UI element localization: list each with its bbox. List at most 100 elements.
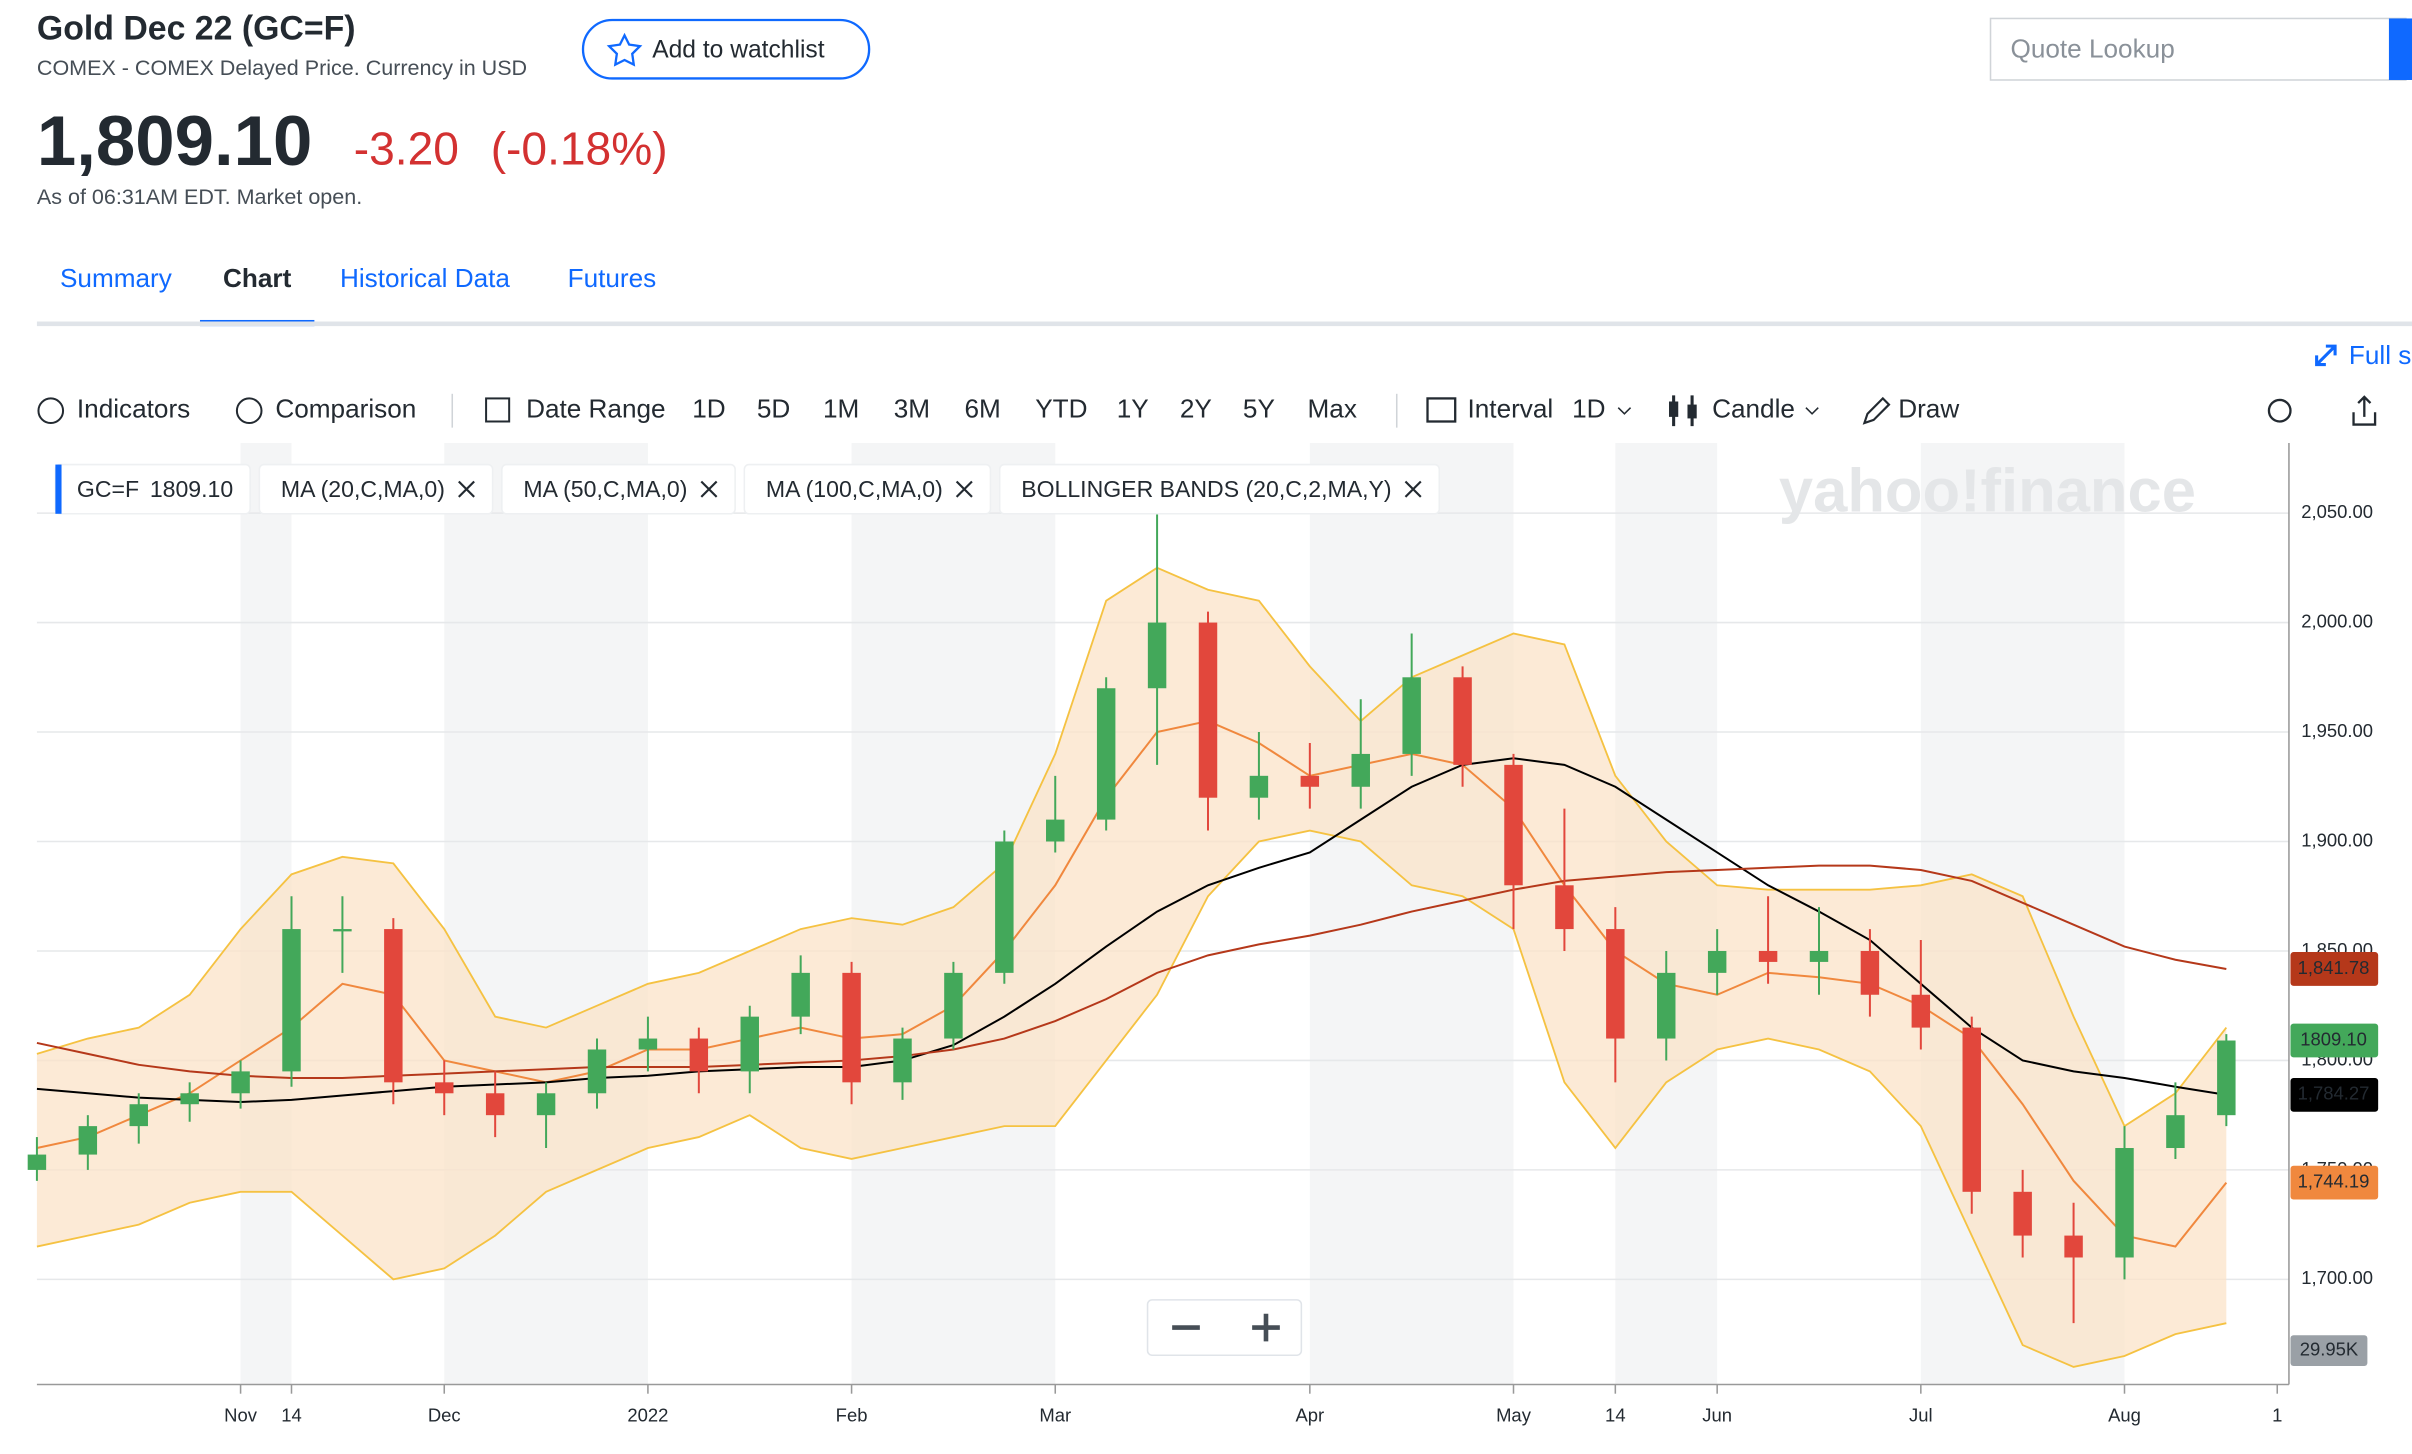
- candle-body: [333, 929, 352, 932]
- indicators-button[interactable]: Indicators: [77, 394, 190, 424]
- tab[interactable]: Chart: [223, 263, 292, 293]
- candle-body: [1249, 775, 1269, 798]
- candle-body: [1606, 929, 1625, 1039]
- range-button[interactable]: 1Y: [1117, 394, 1149, 424]
- search-box[interactable]: [1989, 17, 2407, 81]
- volume-flag-label: 29.95K: [2300, 1339, 2359, 1360]
- date-range-icon: [485, 397, 511, 423]
- tab[interactable]: Summary: [60, 263, 173, 293]
- interval-icon: [1426, 397, 1457, 423]
- interval-button[interactable]: 1D: [1572, 394, 1605, 424]
- tab[interactable]: Historical Data: [340, 263, 510, 293]
- indicator-chip[interactable]: MA (20,C,MA,0): [258, 463, 494, 515]
- price-flag-label: 1809.10: [2300, 1028, 2367, 1049]
- candle-body: [791, 972, 810, 1017]
- x-tick-label: Dec: [428, 1405, 461, 1426]
- range-button[interactable]: 5D: [757, 394, 790, 424]
- x-tick-label: May: [1496, 1405, 1532, 1426]
- candle-body: [2013, 1191, 2032, 1236]
- range-button[interactable]: YTD: [1035, 394, 1087, 424]
- zoom-in[interactable]: [1252, 1313, 1280, 1342]
- range-button[interactable]: 1D: [692, 394, 725, 424]
- bollinger-fill: [36, 567, 2227, 1367]
- indicator-chip[interactable]: MA (100,C,MA,0): [743, 463, 992, 515]
- candle-body: [1555, 885, 1574, 930]
- price-change: -3.20: [354, 122, 459, 174]
- moving-average-line: [36, 757, 2227, 1104]
- candle-body: [842, 972, 861, 1083]
- x-tick-label: Nov: [224, 1405, 258, 1426]
- value-flag-label: 1,744.19: [2298, 1171, 2370, 1192]
- x-tick-label: Feb: [836, 1405, 868, 1426]
- indicator-chip[interactable]: GC=F 1809.10: [54, 463, 251, 515]
- candle-body: [78, 1126, 98, 1155]
- chip-close[interactable]: [1404, 480, 1422, 498]
- candle-body: [1046, 819, 1065, 842]
- price-flag: [2290, 1023, 2379, 1058]
- zoom-controls[interactable]: [1146, 1299, 1303, 1357]
- draw-button[interactable]: Draw: [1898, 394, 1959, 424]
- range-button[interactable]: Max: [1308, 394, 1357, 424]
- x-tick-label: 1: [2272, 1405, 2282, 1426]
- date-range-button[interactable]: Date Range: [526, 394, 666, 424]
- candle-body: [2217, 1040, 2236, 1116]
- candle-body: [2115, 1148, 2134, 1258]
- candle-body: [1758, 950, 1778, 962]
- share-icon[interactable]: [2352, 395, 2377, 426]
- candle-body: [1147, 622, 1167, 689]
- full-screen-link[interactable]: Full s: [2349, 340, 2411, 370]
- range-button[interactable]: 1M: [823, 394, 859, 424]
- volume-flag: [2290, 1335, 2368, 1367]
- quote-title: Gold Dec 22 (GC=F): [37, 10, 356, 48]
- candle-body: [638, 1038, 658, 1050]
- chart: 1,700.001,750.001,800.001,850.001,900.00…: [27, 443, 2379, 1426]
- candle-body: [1402, 677, 1421, 754]
- chart-style-button[interactable]: Candle: [1712, 394, 1795, 424]
- chip-close[interactable]: [458, 480, 475, 498]
- chip-close[interactable]: [700, 480, 718, 498]
- candle-body: [180, 1093, 199, 1105]
- x-tick-label: Jul: [1909, 1405, 1933, 1426]
- candle-body: [689, 1038, 709, 1072]
- range-button[interactable]: 2Y: [1180, 394, 1212, 424]
- watchlist-label[interactable]: Add to watchlist: [652, 36, 825, 63]
- range-button[interactable]: 3M: [894, 394, 930, 424]
- value-flag: [2290, 952, 2379, 986]
- range-button[interactable]: 5Y: [1243, 394, 1275, 424]
- chip-close[interactable]: [955, 480, 973, 498]
- candle-body: [1504, 764, 1523, 886]
- y-tick-label: 1,900.00: [2301, 829, 2373, 850]
- candle-icon-body: [1687, 404, 1697, 419]
- candle-body: [1351, 753, 1370, 787]
- chip-box: [258, 463, 494, 515]
- x-tick-label: Jun: [1702, 1405, 1732, 1426]
- candle-body: [435, 1082, 454, 1094]
- chip-label: GC=F: [77, 476, 139, 502]
- y-tick-label: 2,050.00: [2301, 501, 2373, 522]
- chip-label: BOLLINGER BANDS (20,C,2,MA,Y): [1021, 476, 1391, 502]
- bollinger-upper: [36, 566, 2228, 1128]
- search-button[interactable]: [2388, 18, 2412, 80]
- indicator-chip[interactable]: BOLLINGER BANDS (20,C,2,MA,Y): [998, 463, 1441, 515]
- settings-icon[interactable]: [2267, 398, 2292, 423]
- y-tick-label: 1,950.00: [2301, 720, 2373, 741]
- interval-label: Interval: [1468, 394, 1554, 424]
- star-icon: [606, 32, 643, 67]
- comparison-button[interactable]: Comparison: [275, 394, 416, 424]
- candle-body: [1860, 950, 1880, 995]
- period-shade: [1309, 443, 1514, 1385]
- search-placeholder[interactable]: Quote Lookup: [2011, 34, 2175, 64]
- chip-label: 1809.10: [150, 476, 233, 502]
- candle-body: [1809, 950, 1829, 962]
- candle-body: [231, 1071, 250, 1094]
- value-flag: [2290, 1077, 2379, 1112]
- candle-body: [1657, 972, 1676, 1039]
- tab[interactable]: Futures: [568, 263, 657, 293]
- watermark: yahoo!finance: [1779, 457, 2196, 526]
- range-button[interactable]: 6M: [964, 394, 1000, 424]
- indicator-chip[interactable]: MA (50,C,MA,0): [501, 463, 736, 515]
- chip-box: [501, 463, 736, 515]
- candle-body: [2166, 1115, 2185, 1149]
- watchlist-button[interactable]: [581, 18, 871, 80]
